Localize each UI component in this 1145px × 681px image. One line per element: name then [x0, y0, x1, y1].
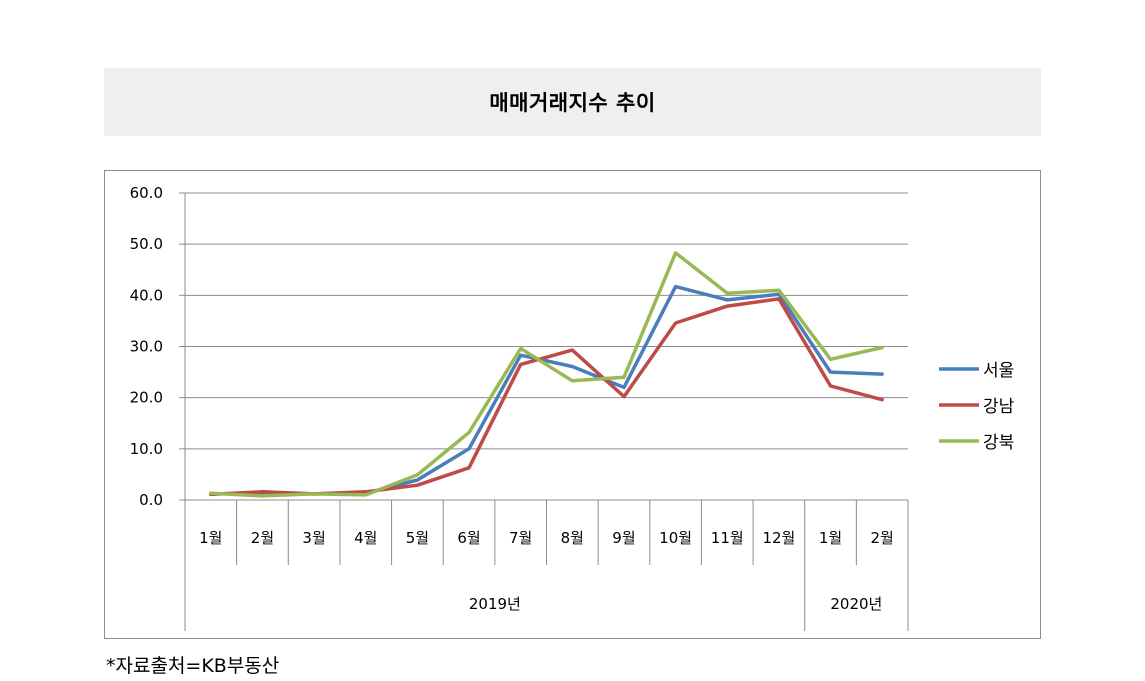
x-tick-label: 10월 — [659, 529, 692, 547]
chart-area: 0.0 10.0 20.0 30.0 40.0 50.0 60.0 1월 2월 3월 4월 5월 6월 7… — [104, 170, 1041, 639]
x-tick-label: 2월 — [251, 529, 274, 547]
x-tick-label: 6월 — [457, 529, 480, 547]
y-tick-label: 10.0 — [130, 440, 163, 458]
legend-label: 강북 — [983, 433, 1014, 453]
y-tick-label: 50.0 — [130, 235, 163, 253]
x-tick-label: 4월 — [354, 529, 377, 547]
x-tick-label: 8월 — [561, 529, 584, 547]
x-group-label: 2020년 — [830, 595, 882, 613]
x-tick-label: 12월 — [762, 529, 795, 547]
y-tick-label: 40.0 — [130, 286, 163, 304]
x-tick-label: 9월 — [612, 529, 635, 547]
y-tick-label: 0.0 — [139, 491, 163, 509]
y-tick-label: 30.0 — [130, 338, 163, 356]
legend-label: 강남 — [983, 397, 1015, 417]
chart-title-band: 매매거래지수 추이 — [104, 68, 1041, 136]
line-chart: 0.0 10.0 20.0 30.0 40.0 50.0 60.0 1월 2월 3월 4월 5월 6월 7… — [130, 184, 1015, 631]
series-line-강남 — [209, 297, 884, 497]
y-tick-label: 20.0 — [130, 389, 163, 407]
x-tick-label: 2월 — [871, 529, 894, 547]
x-tick-label: 5월 — [406, 529, 429, 547]
x-tick-label: 3월 — [302, 529, 325, 547]
legend-label: 서울 — [983, 361, 1014, 381]
x-group-label: 2019년 — [469, 595, 521, 613]
x-tick-label: 1월 — [199, 529, 222, 547]
source-note: *자료출처=KB부동산 — [106, 655, 280, 677]
x-tick-label: 1월 — [819, 529, 842, 547]
x-tick-label: 11월 — [711, 529, 744, 547]
series-line-서울 — [209, 284, 884, 496]
y-tick-label: 60.0 — [130, 184, 163, 202]
chart-title: 매매거래지수 추이 — [489, 91, 656, 115]
series-line-강북 — [209, 251, 884, 498]
x-tick-label: 7월 — [509, 529, 532, 547]
